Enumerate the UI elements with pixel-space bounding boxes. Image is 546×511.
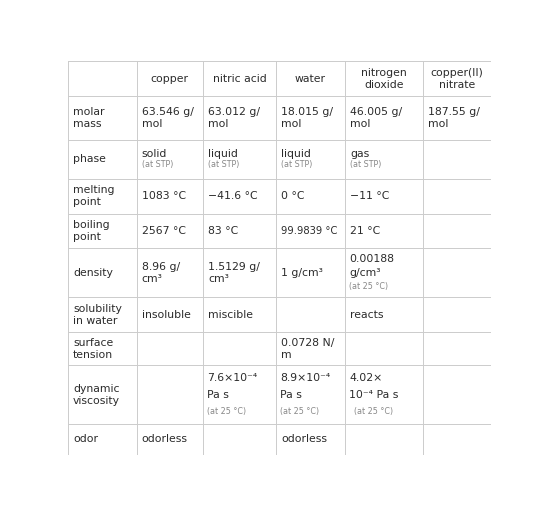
Text: (at STP): (at STP) bbox=[208, 160, 239, 169]
Text: 1 g/cm³: 1 g/cm³ bbox=[281, 268, 323, 278]
Text: reacts: reacts bbox=[350, 310, 384, 320]
Text: 0 °C: 0 °C bbox=[281, 191, 305, 201]
Text: 2567 °C: 2567 °C bbox=[141, 226, 186, 236]
Text: liquid: liquid bbox=[208, 149, 238, 159]
Text: Pa s: Pa s bbox=[280, 390, 302, 400]
Text: 10⁻⁴ Pa s: 10⁻⁴ Pa s bbox=[349, 390, 399, 400]
Text: (at 25 °C): (at 25 °C) bbox=[349, 407, 394, 416]
Text: odorless: odorless bbox=[281, 434, 327, 445]
Text: Pa s: Pa s bbox=[207, 390, 229, 400]
Text: 8.9×10⁻⁴: 8.9×10⁻⁴ bbox=[280, 373, 330, 383]
Text: melting
point: melting point bbox=[73, 185, 115, 207]
Text: (at STP): (at STP) bbox=[350, 160, 382, 169]
Text: (at STP): (at STP) bbox=[281, 160, 312, 169]
Text: nitrogen
dioxide: nitrogen dioxide bbox=[361, 68, 407, 89]
Text: water: water bbox=[295, 74, 326, 84]
Text: 187.55 g/
mol: 187.55 g/ mol bbox=[428, 107, 479, 129]
Text: odorless: odorless bbox=[141, 434, 187, 445]
Text: 7.6×10⁻⁴: 7.6×10⁻⁴ bbox=[207, 373, 258, 383]
Text: 83 °C: 83 °C bbox=[208, 226, 238, 236]
Text: 63.546 g/
mol: 63.546 g/ mol bbox=[141, 107, 193, 129]
Text: 4.02×: 4.02× bbox=[349, 373, 383, 383]
Text: 21 °C: 21 °C bbox=[350, 226, 381, 236]
Text: insoluble: insoluble bbox=[141, 310, 191, 320]
Text: 63.012 g/
mol: 63.012 g/ mol bbox=[208, 107, 260, 129]
Text: copper(II)
nitrate: copper(II) nitrate bbox=[431, 68, 484, 89]
Text: surface
tension: surface tension bbox=[73, 338, 114, 360]
Text: (at 25 °C): (at 25 °C) bbox=[349, 283, 389, 291]
Text: 0.00188: 0.00188 bbox=[349, 254, 394, 264]
Text: (at 25 °C): (at 25 °C) bbox=[207, 407, 246, 416]
Text: miscible: miscible bbox=[208, 310, 253, 320]
Text: copper: copper bbox=[151, 74, 189, 84]
Text: 18.015 g/
mol: 18.015 g/ mol bbox=[281, 107, 333, 129]
Text: 8.96 g/
cm³: 8.96 g/ cm³ bbox=[141, 262, 180, 284]
Text: 0.0728 N/
m: 0.0728 N/ m bbox=[281, 338, 334, 360]
Text: phase: phase bbox=[73, 154, 106, 164]
Text: 1.5129 g/
cm³: 1.5129 g/ cm³ bbox=[208, 262, 260, 284]
Text: (at 25 °C): (at 25 °C) bbox=[280, 407, 319, 416]
Text: density: density bbox=[73, 268, 113, 278]
Text: −11 °C: −11 °C bbox=[350, 191, 390, 201]
Text: dynamic
viscosity: dynamic viscosity bbox=[73, 384, 120, 406]
Text: molar
mass: molar mass bbox=[73, 107, 104, 129]
Text: liquid: liquid bbox=[281, 149, 311, 159]
Text: (at STP): (at STP) bbox=[141, 160, 173, 169]
Text: 99.9839 °C: 99.9839 °C bbox=[281, 226, 337, 236]
Text: 1083 °C: 1083 °C bbox=[141, 191, 186, 201]
Text: g/cm³: g/cm³ bbox=[349, 268, 381, 278]
Text: nitric acid: nitric acid bbox=[212, 74, 266, 84]
Text: −41.6 °C: −41.6 °C bbox=[208, 191, 258, 201]
Text: boiling
point: boiling point bbox=[73, 220, 110, 242]
Text: solid: solid bbox=[141, 149, 167, 159]
Text: odor: odor bbox=[73, 434, 98, 445]
Text: gas: gas bbox=[350, 149, 370, 159]
Text: solubility
in water: solubility in water bbox=[73, 304, 122, 326]
Text: 46.005 g/
mol: 46.005 g/ mol bbox=[350, 107, 402, 129]
